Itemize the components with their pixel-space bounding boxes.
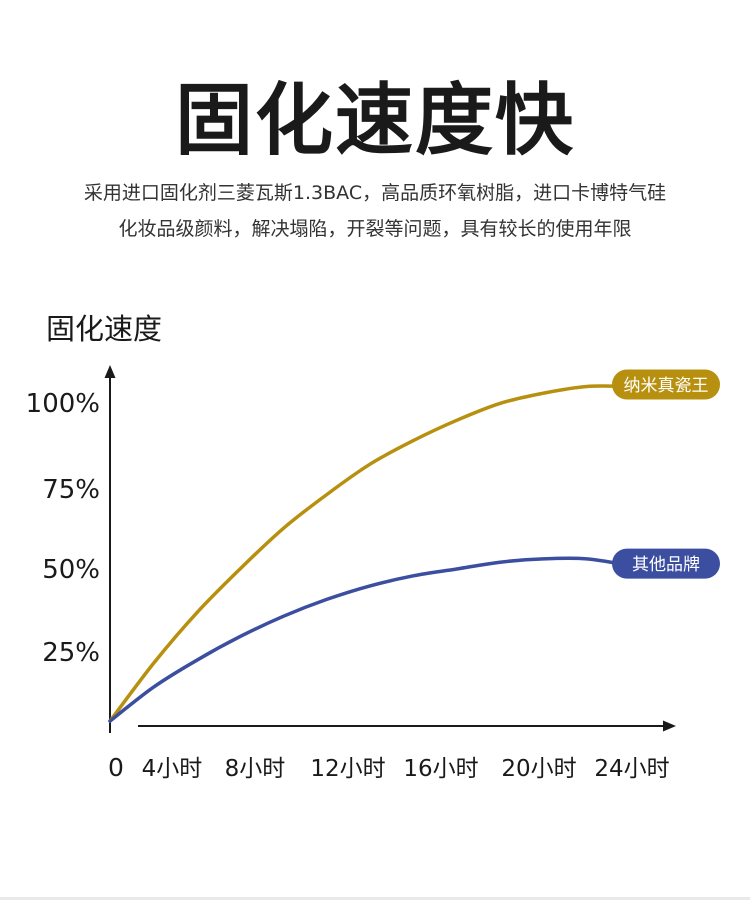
x-tick-label: 20小时	[501, 756, 576, 782]
y-axis-arrow	[104, 365, 116, 378]
description-line-1: 采用进口固化剂三菱瓦斯1.3BAC，高品质环氧树脂，进口卡博特气硅	[83, 182, 667, 204]
bottom-divider	[0, 897, 750, 900]
legend-badge-label: 纳米真瓷王	[624, 376, 709, 396]
x-tick-label: 16小时	[403, 756, 478, 782]
legend-badge-nano-ceramic-king	[612, 369, 720, 400]
origin-label: 0	[108, 753, 124, 782]
x-tick-label: 12小时	[310, 756, 385, 782]
headline: 固化速度快	[174, 76, 575, 166]
description-line-2: 化妆品级颜料，解决塌陷，开裂等问题，具有较长的使用年限	[118, 218, 632, 240]
legend-badge-other-brands	[612, 548, 720, 579]
x-tick-label: 24小时	[594, 756, 669, 782]
x-tick-label: 4小时	[142, 756, 203, 782]
y-tick-label: 25%	[42, 638, 100, 668]
series-line-nano-ceramic-king	[108, 384, 632, 723]
y-axis-title: 固化速度	[46, 312, 162, 346]
series-line-other-brands	[108, 556, 632, 723]
x-axis-arrow	[663, 720, 676, 732]
x-tick-label: 8小时	[225, 756, 286, 782]
y-tick-label: 50%	[42, 555, 100, 585]
y-tick-label: 75%	[42, 475, 100, 505]
legend-badge-label: 其他品牌	[632, 555, 700, 575]
y-tick-label: 100%	[26, 389, 100, 419]
